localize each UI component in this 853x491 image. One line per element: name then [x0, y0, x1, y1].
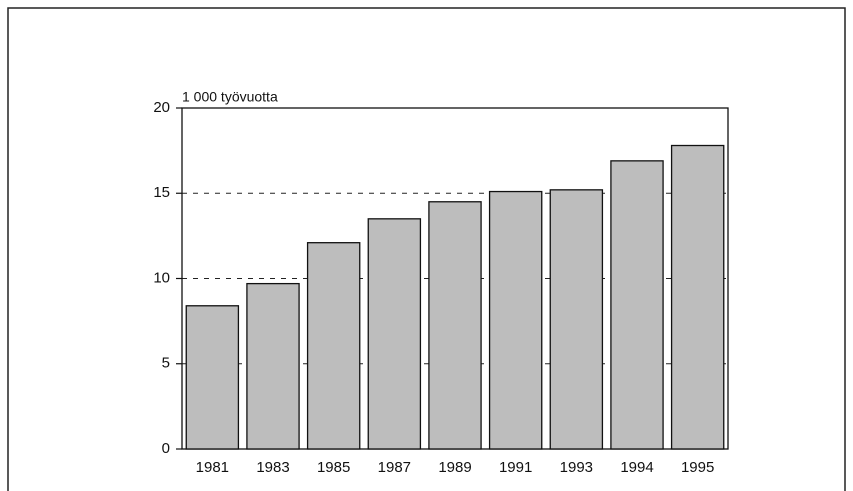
- bar: [185, 305, 240, 450]
- x-tick-label: 1994: [620, 459, 653, 476]
- y-axis-label: 1 000 työvuotta: [182, 89, 278, 105]
- x-tick-label: 1983: [256, 459, 289, 476]
- x-tick-label: 1993: [560, 459, 593, 476]
- bar: [246, 282, 300, 450]
- bar: [610, 160, 664, 450]
- y-tick-label: 0: [162, 440, 170, 457]
- bar: [670, 144, 725, 450]
- y-tick-label: 20: [153, 99, 170, 116]
- bar: [428, 201, 482, 450]
- x-tick-label: 1987: [378, 459, 411, 476]
- x-tick-label: 1995: [681, 459, 714, 476]
- bar: [367, 218, 422, 450]
- bar: [488, 190, 543, 450]
- bar: [306, 242, 361, 450]
- y-tick-label: 10: [153, 269, 170, 286]
- frame: [7, 7, 846, 491]
- x-tick-label: 1989: [438, 459, 471, 476]
- x-tick-label: 1985: [317, 459, 350, 476]
- bar: [549, 189, 604, 450]
- y-tick-label: 15: [153, 184, 170, 201]
- y-tick-label: 5: [162, 355, 170, 372]
- x-tick-label: 1991: [499, 459, 532, 476]
- x-tick-label: 1981: [196, 459, 229, 476]
